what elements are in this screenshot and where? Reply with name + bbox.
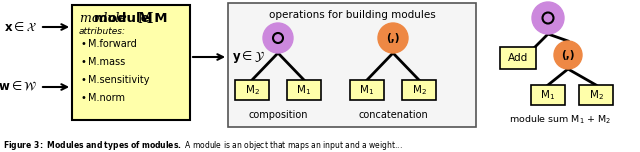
- Text: M.norm: M.norm: [88, 93, 125, 103]
- Text: Add: Add: [508, 53, 528, 63]
- Text: M$_2$: M$_2$: [589, 88, 604, 102]
- FancyBboxPatch shape: [579, 85, 613, 105]
- Text: (,): (,): [561, 50, 575, 60]
- Circle shape: [263, 23, 293, 53]
- Text: concatenation: concatenation: [358, 110, 428, 120]
- Text: $\bf{Figure\ 3:\ Modules\ and\ types\ of\ modules.}$ A module is an object that : $\bf{Figure\ 3:\ Modules\ and\ types\ of…: [3, 138, 403, 152]
- FancyBboxPatch shape: [500, 47, 536, 69]
- FancyBboxPatch shape: [235, 80, 269, 100]
- FancyBboxPatch shape: [72, 5, 190, 120]
- Text: (,): (,): [387, 33, 400, 43]
- Text: operations for building modules: operations for building modules: [269, 10, 435, 20]
- Text: M$_2$: M$_2$: [244, 83, 259, 97]
- Text: M$_1$: M$_1$: [540, 88, 556, 102]
- Text: composition: composition: [248, 110, 308, 120]
- Text: module sum M$_1$ + M$_2$: module sum M$_1$ + M$_2$: [509, 114, 611, 126]
- Text: M$_1$: M$_1$: [360, 83, 374, 97]
- Text: $\mathbf{y} \in \mathcal{Y}$: $\mathbf{y} \in \mathcal{Y}$: [232, 49, 266, 65]
- Text: M.sensitivity: M.sensitivity: [88, 75, 150, 85]
- Text: M$_1$: M$_1$: [296, 83, 312, 97]
- FancyBboxPatch shape: [402, 80, 436, 100]
- Text: M: M: [138, 12, 153, 26]
- Text: module M: module M: [94, 12, 168, 26]
- Text: attributes:: attributes:: [79, 28, 126, 36]
- Text: module: module: [80, 12, 131, 26]
- Circle shape: [378, 23, 408, 53]
- Circle shape: [554, 41, 582, 69]
- Circle shape: [532, 2, 564, 34]
- FancyBboxPatch shape: [350, 80, 384, 100]
- FancyBboxPatch shape: [531, 85, 565, 105]
- Text: •: •: [81, 57, 87, 67]
- Text: •: •: [81, 75, 87, 85]
- Text: $\mathbf{w} \in \mathcal{W}$: $\mathbf{w} \in \mathcal{W}$: [0, 80, 37, 93]
- Text: M.mass: M.mass: [88, 57, 125, 67]
- Text: •: •: [81, 93, 87, 103]
- FancyBboxPatch shape: [287, 80, 321, 100]
- Text: M$_2$: M$_2$: [412, 83, 426, 97]
- FancyBboxPatch shape: [228, 3, 476, 127]
- Text: M.forward: M.forward: [88, 39, 137, 49]
- Text: •: •: [81, 39, 87, 49]
- Text: $\mathbf{x} \in \mathcal{X}$: $\mathbf{x} \in \mathcal{X}$: [4, 21, 37, 33]
